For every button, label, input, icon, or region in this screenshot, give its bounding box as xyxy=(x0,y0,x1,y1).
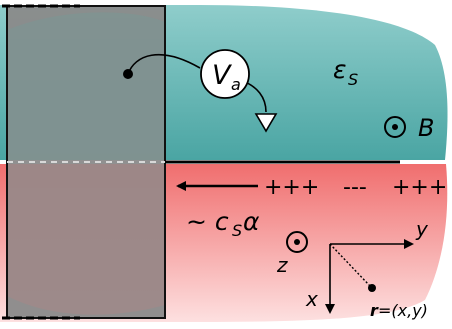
voltage-wire-left xyxy=(127,53,201,75)
ground-triangle xyxy=(254,113,278,133)
speed-subscript: S xyxy=(232,221,242,240)
charges-mid: --- xyxy=(343,175,367,200)
permittivity-label: ε xyxy=(333,55,347,84)
gate-inner-bottom xyxy=(7,164,165,315)
voltage-label: V xyxy=(212,60,233,91)
field-out-of-page-icon xyxy=(384,116,406,138)
voltage-source xyxy=(200,49,250,99)
charges-left: +++ xyxy=(264,175,319,200)
permittivity-subscript: S xyxy=(348,70,358,89)
charges-right: +++ xyxy=(392,175,447,200)
axis-y-label: y xyxy=(415,217,429,241)
z-axis-out-icon xyxy=(286,231,308,253)
gate-inner-top xyxy=(7,12,165,160)
position-coords-label: =(x,y) xyxy=(378,301,428,320)
position-vec-label: r xyxy=(370,301,379,320)
axis-x-label: x xyxy=(305,287,318,311)
speed-label: ~ c xyxy=(186,207,229,236)
speed-suffix: α xyxy=(243,207,260,236)
field-label: B xyxy=(418,114,434,142)
position-vector xyxy=(329,243,371,287)
position-point xyxy=(368,284,376,292)
voltage-subscript: a xyxy=(231,75,241,94)
axis-z-label: z xyxy=(276,253,288,277)
